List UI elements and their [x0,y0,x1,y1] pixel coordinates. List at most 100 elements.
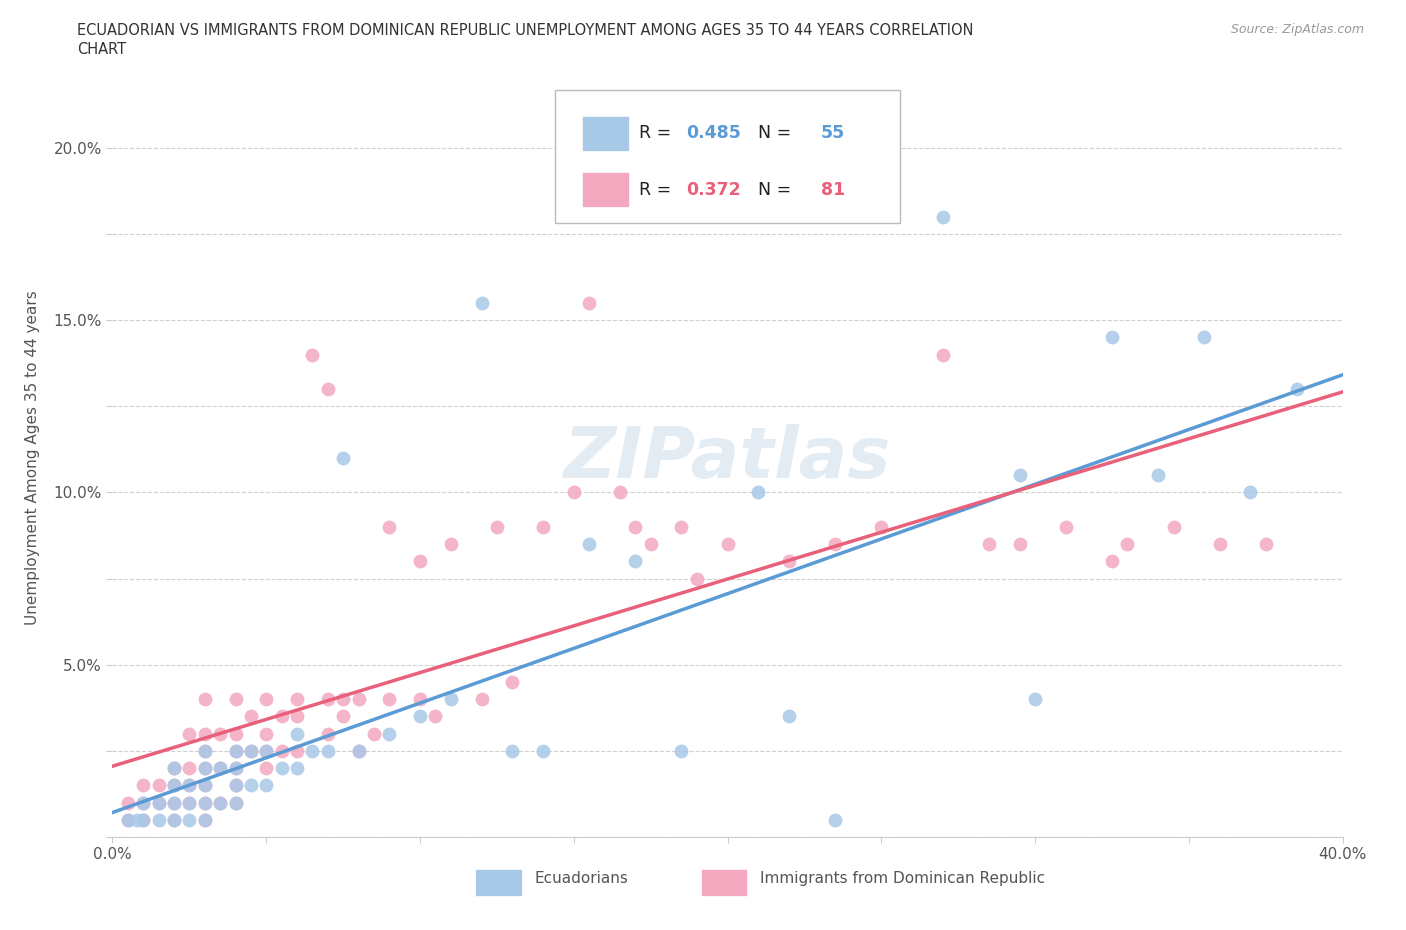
Point [194,812,217,827]
Text: N =: N = [748,180,797,199]
Point [254,726,277,741]
Point [1163,520,1185,535]
Point [440,692,463,707]
Point [1054,520,1077,535]
Point [717,537,740,551]
Point [1147,468,1170,483]
Point [163,777,186,792]
Point [132,812,155,827]
Text: R =: R = [640,180,676,199]
Bar [582,115,630,151]
Point [1024,692,1046,707]
Point [225,726,247,741]
Text: R =: R = [640,125,676,142]
Point [409,554,432,569]
Point [977,537,1000,551]
Point [301,347,323,362]
Point [270,761,292,776]
Point [194,692,217,707]
Point [409,709,432,724]
Point [671,743,693,758]
Point [179,761,201,776]
Point [132,795,155,810]
Point [285,743,308,758]
Point [132,795,155,810]
Point [194,743,217,758]
Point [747,485,769,500]
Point [225,795,247,810]
Point [194,761,217,776]
Point [179,777,201,792]
Point [225,761,247,776]
Point [209,795,232,810]
Point [932,209,955,224]
Point [1101,554,1123,569]
Text: Ecuadorians: Ecuadorians [534,871,628,886]
Point [285,692,308,707]
Point [778,554,800,569]
Point [378,520,401,535]
Point [148,795,170,810]
Point [254,743,277,758]
Point [1008,468,1031,483]
Point [132,812,155,827]
Point [347,692,370,707]
Point [209,795,232,810]
Point [1208,537,1232,551]
Point [686,571,709,586]
Point [347,743,370,758]
Point [624,554,647,569]
Point [117,795,139,810]
Point [254,692,277,707]
Point [870,520,893,535]
Point [148,777,170,792]
Point [824,537,846,551]
Point [425,709,447,724]
Text: Source: ZipAtlas.com: Source: ZipAtlas.com [1230,23,1364,36]
Point [624,520,647,535]
Point [1101,330,1123,345]
Point [194,761,217,776]
FancyBboxPatch shape [555,90,900,223]
Point [163,812,186,827]
Text: N =: N = [748,125,797,142]
Point [179,795,201,810]
Point [501,743,523,758]
Point [1008,537,1031,551]
Point [1239,485,1261,500]
Point [285,709,308,724]
Point [778,709,800,724]
Point [363,726,385,741]
Point [470,296,494,311]
Point [194,777,217,792]
Point [239,777,262,792]
Point [225,777,247,792]
Point [378,692,401,707]
Point [179,777,201,792]
Point [194,726,217,741]
Point [285,761,308,776]
Point [163,812,186,827]
Point [932,347,955,362]
Point [409,692,432,707]
Point [254,743,277,758]
Point [470,692,494,707]
Point [316,743,339,758]
Point [163,777,186,792]
Point [179,795,201,810]
Text: ZIPatlas: ZIPatlas [564,423,891,493]
Point [148,795,170,810]
Text: 55: 55 [821,125,845,142]
Point [194,812,217,827]
Point [1254,537,1277,551]
Point [209,726,232,741]
Point [285,726,308,741]
Point [209,761,232,776]
Text: 81: 81 [821,180,845,199]
Text: 0.485: 0.485 [686,125,741,142]
Text: ECUADORIAN VS IMMIGRANTS FROM DOMINICAN REPUBLIC UNEMPLOYMENT AMONG AGES 35 TO 4: ECUADORIAN VS IMMIGRANTS FROM DOMINICAN … [77,23,974,38]
Point [270,709,292,724]
Point [194,795,217,810]
Point [225,743,247,758]
Point [270,743,292,758]
